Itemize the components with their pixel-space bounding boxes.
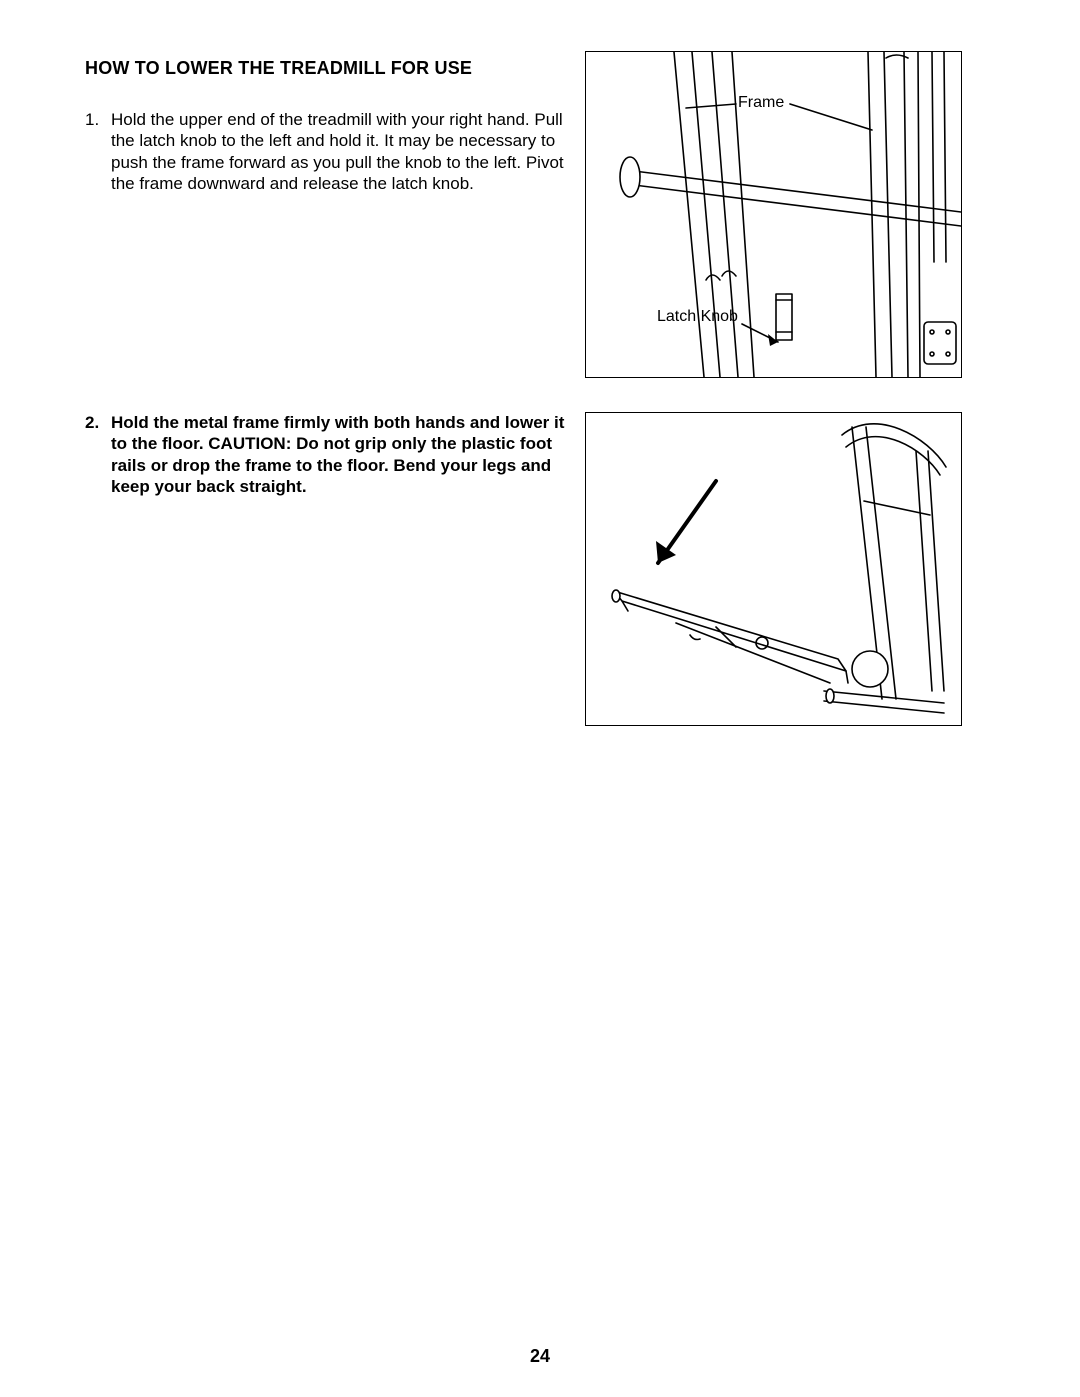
step-2-text: 2. Hold the metal frame firmly with both…	[85, 412, 565, 497]
figure-2-container	[585, 412, 962, 726]
figure-1-label-latch: Latch Knob	[657, 308, 738, 326]
page-number: 24	[0, 1346, 1080, 1367]
manual-page: HOW TO LOWER THE TREADMILL FOR USE 1. Ho…	[0, 0, 1080, 1397]
step-row-2: 2. Hold the metal frame firmly with both…	[85, 412, 995, 726]
step-1-body: Hold the upper end of the treadmill with…	[111, 109, 565, 194]
figure-1-label-frame: Frame	[738, 94, 784, 112]
figure-2	[585, 412, 962, 726]
step-2-number: 2.	[85, 412, 105, 497]
step-1-text: 1. Hold the upper end of the treadmill w…	[85, 109, 565, 194]
step-2-body: Hold the metal frame firmly with both ha…	[111, 412, 565, 497]
step-1-number: 1.	[85, 109, 105, 194]
figure-1: Frame Latch Knob	[585, 51, 962, 378]
figure-1-container: Frame Latch Knob	[585, 109, 962, 378]
figure-2-svg	[586, 413, 961, 725]
step-row-1: 1. Hold the upper end of the treadmill w…	[85, 109, 995, 378]
